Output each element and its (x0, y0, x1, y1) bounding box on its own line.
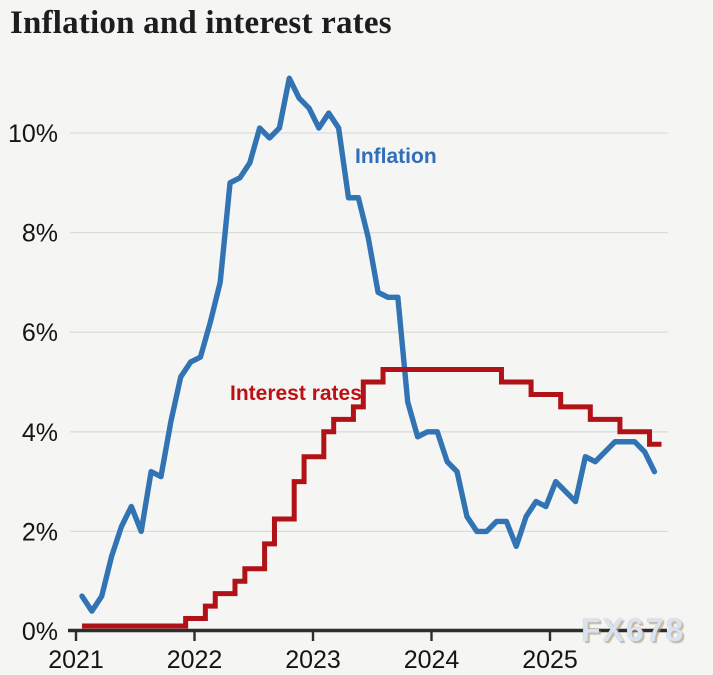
y-axis-labels: 0% 2% 4% 6% 8% 10% (8, 120, 58, 646)
x-axis-tick-label: 2022 (167, 646, 223, 674)
y-axis-tick-label: 6% (22, 319, 58, 347)
chart-title: Inflation and interest rates (10, 5, 392, 41)
x-axis-labels: 2021 2022 2023 2024 2025 (48, 646, 578, 674)
x-axis-tick-label: 2025 (522, 646, 578, 674)
y-axis-tick-label: 8% (22, 220, 58, 248)
x-axis-tick-label: 2024 (404, 646, 460, 674)
inflation-line (79, 75, 658, 614)
y-axis-tick-label: 4% (22, 419, 58, 447)
y-axis-tick-label: 0% (22, 618, 58, 646)
x-axis-tick-label: 2021 (48, 646, 104, 674)
watermark: FX678 (581, 612, 686, 648)
y-axis-tick-label: 2% (22, 518, 58, 546)
x-axis-tick-label: 2023 (285, 646, 341, 674)
interest-rates-line (82, 367, 662, 629)
x-axis (68, 628, 667, 641)
inflation-series-label: Inflation (355, 145, 437, 168)
y-axis-tick-label: 10% (8, 120, 58, 148)
interest-rates-series-label: Interest rates (230, 382, 362, 405)
